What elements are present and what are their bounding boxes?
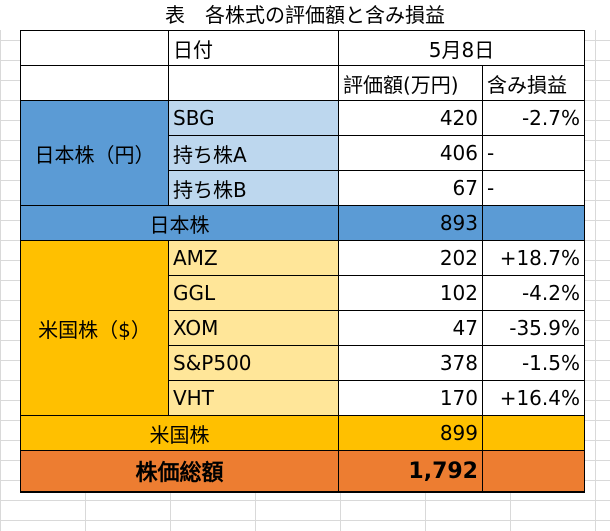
stock-gain-cell[interactable]: - (482, 170, 585, 206)
total-label[interactable]: 株価総額 (20, 450, 339, 493)
stock-value-cell[interactable]: 67 (338, 170, 483, 206)
stock-name-cell[interactable]: SBG (168, 100, 339, 136)
stock-gain-cell[interactable]: - (482, 135, 585, 171)
stock-value-cell[interactable]: 102 (338, 275, 483, 311)
header-row-date: 日付 5月8日 (20, 30, 585, 66)
stock-value-cell[interactable]: 420 (338, 100, 483, 136)
stock-gain-cell[interactable]: -1.5% (482, 345, 585, 381)
stock-value-cell[interactable]: 170 (338, 380, 483, 416)
table-row: 日本株（円） SBG 420 -2.7% (20, 100, 585, 206)
value-column-header[interactable]: 評価額(万円) (338, 65, 483, 101)
stock-name-cell[interactable]: 持ち株A (168, 135, 339, 171)
table-title: 表 各株式の評価額と含み損益 (0, 0, 610, 30)
us-subtotal-value[interactable]: 899 (338, 415, 483, 451)
stock-gain-cell[interactable]: +16.4% (482, 380, 585, 416)
total-row: 株価総額 1,792 (20, 450, 585, 493)
stock-gain-cell[interactable]: +18.7% (482, 240, 585, 276)
table-row: 持ち株A 406 - (21, 135, 585, 171)
stock-value-cell[interactable]: 378 (338, 345, 483, 381)
stock-gain-cell[interactable]: -2.7% (482, 100, 585, 136)
table-row: S&P500 378 -1.5% (21, 345, 585, 381)
table-row: 持ち株B 67 - (21, 170, 585, 206)
table-row: VHT 170 +16.4% (21, 380, 585, 416)
stock-value-cell[interactable]: 47 (338, 310, 483, 346)
japan-subtotal-label[interactable]: 日本株 (20, 205, 339, 241)
total-gain[interactable] (482, 450, 585, 493)
header-empty-cell[interactable] (20, 65, 169, 101)
us-subtotal-gain[interactable] (482, 415, 585, 451)
stock-gain-cell[interactable]: -35.9% (482, 310, 585, 346)
gain-column-header[interactable]: 含み損益 (482, 65, 585, 101)
stock-valuation-table: 日付 5月8日 評価額(万円) 含み損益 日本株（円） SBG 420 -2.7… (20, 30, 585, 493)
japan-group-label[interactable]: 日本株（円） (20, 100, 169, 206)
stock-value-cell[interactable]: 202 (338, 240, 483, 276)
us-subtotal-row: 米国株 899 (20, 415, 585, 451)
table-row: XOM 47 -35.9% (21, 310, 585, 346)
us-subtotal-label[interactable]: 米国株 (20, 415, 339, 451)
header-empty-cell[interactable] (20, 30, 169, 66)
japan-subtotal-value[interactable]: 893 (338, 205, 483, 241)
date-value-cell[interactable]: 5月8日 (338, 30, 585, 66)
stock-name-cell[interactable]: 持ち株B (168, 170, 339, 206)
header-empty-cell[interactable] (168, 65, 339, 101)
stock-gain-cell[interactable]: -4.2% (482, 275, 585, 311)
total-value[interactable]: 1,792 (338, 450, 483, 493)
stock-name-cell[interactable]: GGL (168, 275, 339, 311)
table-row: 米国株（$） AMZ 202 +18.7% (20, 240, 585, 416)
us-group-label[interactable]: 米国株（$） (20, 240, 169, 416)
stock-name-cell[interactable]: S&P500 (168, 345, 339, 381)
table-row: GGL 102 -4.2% (21, 275, 585, 311)
stock-name-cell[interactable]: VHT (168, 380, 339, 416)
header-row-columns: 評価額(万円) 含み損益 (20, 65, 585, 101)
stock-value-cell[interactable]: 406 (338, 135, 483, 171)
japan-subtotal-row: 日本株 893 (20, 205, 585, 241)
stock-name-cell[interactable]: AMZ (168, 240, 339, 276)
japan-subtotal-gain[interactable] (482, 205, 585, 241)
stock-name-cell[interactable]: XOM (168, 310, 339, 346)
date-label-cell[interactable]: 日付 (168, 30, 339, 66)
